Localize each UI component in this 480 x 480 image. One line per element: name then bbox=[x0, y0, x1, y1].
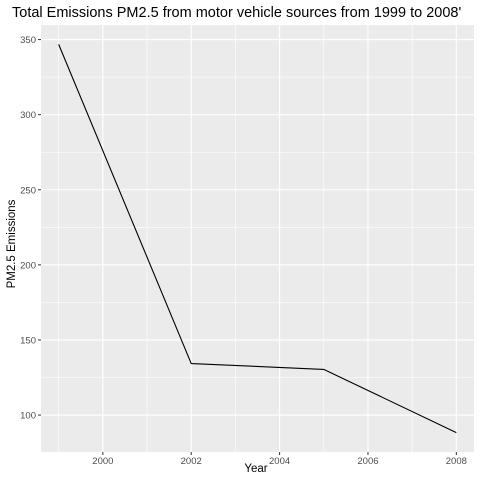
x-tick-label: 2006 bbox=[357, 456, 378, 467]
minor-gridlines bbox=[41, 25, 474, 452]
x-tick-label: 2004 bbox=[269, 456, 290, 467]
x-tick-label: 2002 bbox=[181, 456, 202, 467]
chart-title: Total Emissions PM2.5 from motor vehicle… bbox=[12, 5, 461, 21]
y-tick-label: 250 bbox=[20, 185, 36, 196]
y-tick-label: 300 bbox=[20, 110, 36, 121]
y-axis-title: PM2.5 Emissions bbox=[6, 199, 18, 288]
x-tick-label: 2008 bbox=[446, 456, 467, 467]
emissions-series-line bbox=[58, 44, 457, 434]
y-tick-label: 350 bbox=[20, 35, 36, 46]
x-tick-label: 2000 bbox=[92, 456, 113, 467]
y-axis: 100 150 200 250 300 350 bbox=[20, 35, 41, 422]
x-axis-title: Year bbox=[244, 463, 267, 475]
y-tick-label: 100 bbox=[20, 411, 36, 422]
y-tick-label: 200 bbox=[20, 260, 36, 271]
x-axis: 2000 2002 2004 2006 2008 bbox=[92, 452, 467, 467]
y-tick-label: 150 bbox=[20, 335, 36, 346]
series-layer bbox=[58, 44, 457, 434]
major-gridlines bbox=[41, 25, 474, 452]
plot-panel bbox=[41, 25, 474, 452]
